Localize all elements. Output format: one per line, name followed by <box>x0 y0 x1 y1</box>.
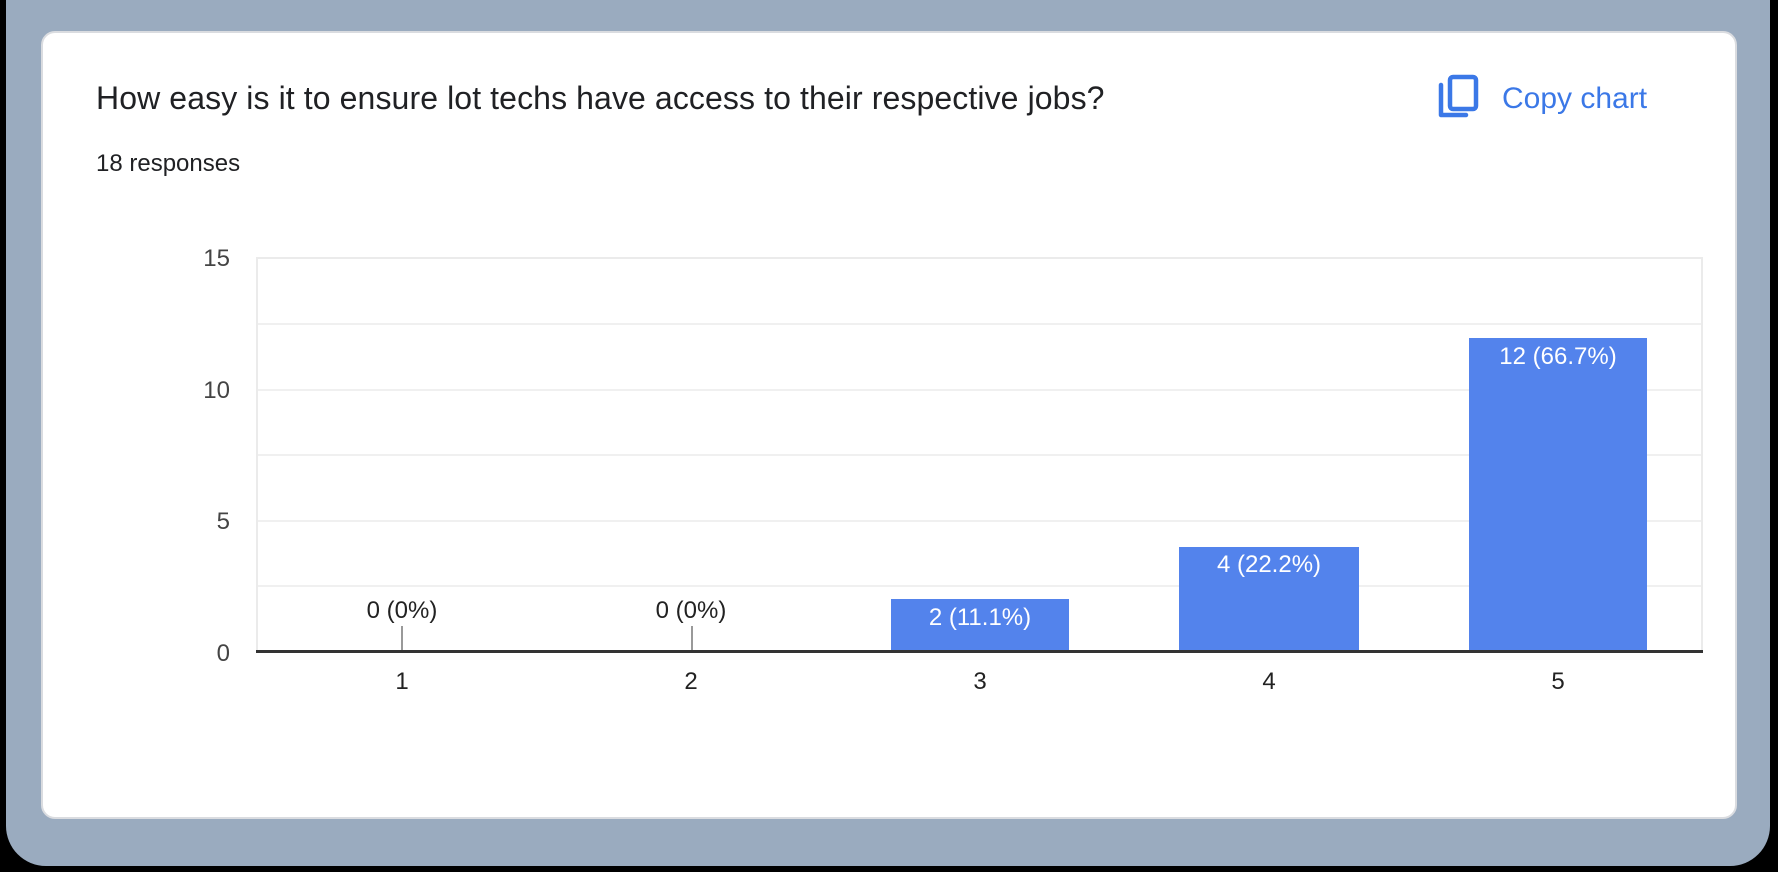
x-tick-2: 2 <box>684 668 698 695</box>
bar-4[interactable] <box>1179 547 1359 652</box>
bar-label-4: 4 (22.2%) <box>1216 551 1322 578</box>
bar-label-5: 12 (66.7%) <box>1499 343 1617 370</box>
bar-label-1: 0 (0%) <box>366 597 438 624</box>
x-tick-5: 5 <box>1551 668 1565 695</box>
zero-marker-1 <box>401 626 403 651</box>
bar-3[interactable] <box>891 599 1069 652</box>
x-tick-4: 4 <box>1262 668 1276 695</box>
y-tick-5: 5 <box>216 508 230 535</box>
x-tick-3: 3 <box>973 668 987 695</box>
bar-5[interactable] <box>1469 338 1647 652</box>
x-tick-1: 1 <box>395 668 409 695</box>
bar-label-3: 2 (11.1%) <box>928 604 1032 631</box>
response-count: 18 responses <box>96 150 241 177</box>
minor-gridline <box>258 323 1701 325</box>
minor-gridline <box>258 454 1701 456</box>
copy-chart-button[interactable]: Copy chart <box>1436 74 1647 124</box>
y-tick-15: 15 <box>203 245 230 272</box>
x-axis-baseline <box>256 650 1703 653</box>
y-tick-0: 0 <box>216 640 230 667</box>
bar-label-2: 0 (0%) <box>655 597 727 624</box>
y-tick-10: 10 <box>203 377 230 404</box>
copy-chart-label: Copy chart <box>1502 82 1648 115</box>
gridline-10 <box>258 389 1701 391</box>
minor-gridline <box>258 585 1701 587</box>
plot-area <box>256 257 1703 652</box>
gridline-5 <box>258 520 1701 522</box>
copy-icon <box>1436 73 1480 126</box>
question-title: How easy is it to ensure lot techs have … <box>96 80 1105 116</box>
zero-marker-2 <box>691 626 693 651</box>
chart-card <box>41 31 1737 819</box>
